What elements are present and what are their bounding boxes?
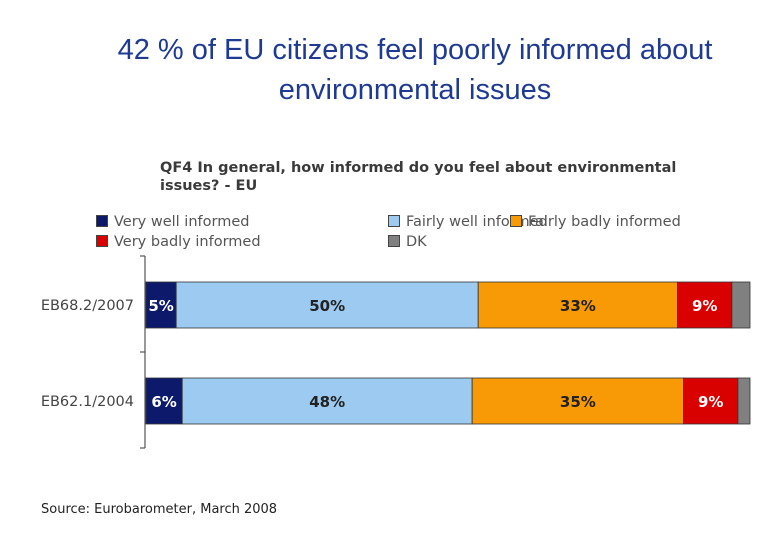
legend-item: DK — [388, 233, 427, 251]
legend-swatch — [510, 215, 522, 227]
stacked-bar-chart: EB68.2/2007 5% 50% 33% 9% EB62.1/2004 6% 48% 35%… — [41, 255, 751, 449]
data-label: 50% — [309, 297, 345, 315]
data-label: 35% — [560, 393, 596, 411]
data-label: 9% — [692, 297, 717, 315]
legend-label: Very well informed — [114, 214, 250, 230]
bar-segment — [677, 281, 733, 329]
data-label: 9% — [698, 393, 723, 411]
legend-label: Fairly badly informed — [528, 214, 681, 230]
data-label: 33% — [560, 297, 596, 315]
legend-item: Fairly badly informed — [510, 213, 681, 231]
bar-segment — [737, 377, 751, 425]
bar-segment — [175, 281, 479, 329]
legend-label: Very badly informed — [114, 234, 261, 250]
bar-segment — [145, 281, 177, 329]
slide-title: 42 % of EU citizens feel poorly informed… — [117, 34, 713, 106]
data-label: 5% — [148, 297, 173, 315]
bar-segment — [477, 281, 678, 329]
data-label: 6% — [151, 393, 176, 411]
data-label: 48% — [309, 393, 345, 411]
legend-swatch — [388, 215, 400, 227]
legend-swatch — [96, 235, 108, 247]
source-note: Source: Eurobarometer, March 2008 — [41, 502, 278, 517]
legend-label: DK — [406, 234, 427, 250]
bar-segment — [181, 377, 473, 425]
legend-item: Very well informed — [96, 213, 249, 231]
legend-swatch — [388, 235, 400, 247]
bar-segment — [471, 377, 684, 425]
category-label: EB68.2/2007 — [41, 298, 134, 314]
bar-segment — [731, 281, 751, 329]
legend-item: Very badly informed — [96, 233, 261, 251]
bar-segment — [683, 377, 739, 425]
chart-title: QF4 In general, how informed do you feel… — [160, 160, 677, 194]
category-label: EB62.1/2004 — [41, 394, 134, 410]
legend-swatch — [96, 215, 108, 227]
bar-segment — [145, 377, 183, 425]
